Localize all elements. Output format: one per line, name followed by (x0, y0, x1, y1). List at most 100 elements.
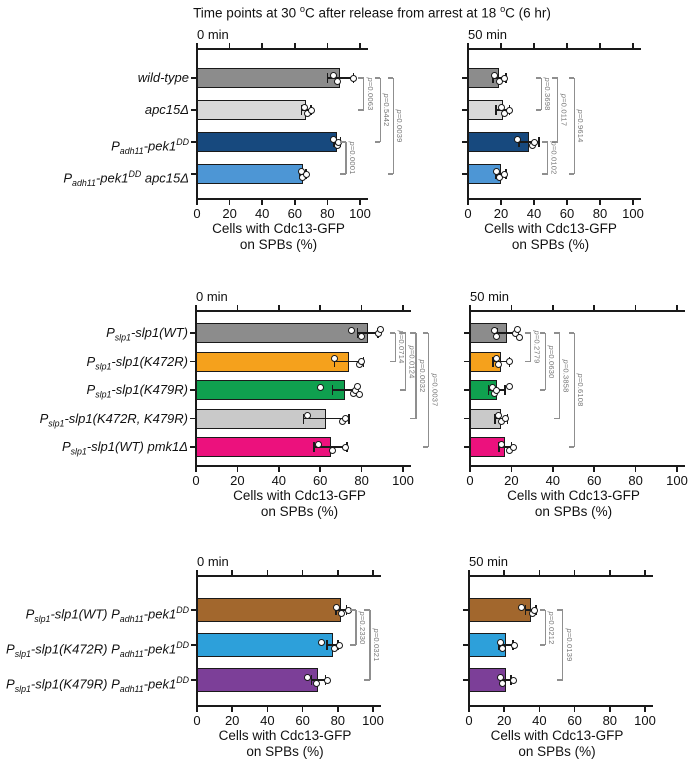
data-point (505, 382, 513, 390)
data-point (336, 641, 344, 649)
p-value-label: p=0.0630 (547, 344, 557, 379)
category-label: Pslp1-slp1(WT) pmk1Δ (61, 439, 188, 457)
x-tick-top (231, 570, 233, 575)
error-bar-line (332, 389, 358, 391)
significance-bracket-line (562, 610, 564, 680)
bar (197, 668, 319, 692)
p-value-label: p=0.0212 (547, 610, 557, 645)
p-value-label: p=0.0124 (407, 344, 417, 379)
x-tick-top (593, 305, 595, 310)
x-axis-title-line2: on SPBs (%) (260, 504, 339, 519)
top-spine (468, 48, 641, 50)
significance-bracket-line (363, 78, 365, 110)
significance-bracket-line (547, 142, 549, 174)
significance-bracket-arm (554, 417, 560, 420)
significance-bracket-line (379, 78, 381, 142)
bottom-spine (470, 465, 685, 467)
category-label: Pslp1-slp1(WT) Padh11-pek1DD (25, 605, 189, 624)
significance-bracket-line (544, 333, 546, 390)
bar (197, 100, 307, 120)
significance-bracket-arm (350, 644, 356, 646)
x-tick-top (228, 43, 231, 48)
data-point (333, 77, 341, 85)
bottom-spine (469, 705, 653, 707)
error-bar-cap (492, 356, 494, 367)
x-tick-label: 60 (586, 473, 602, 488)
top-spine (196, 310, 411, 312)
significance-bracket-line (405, 333, 407, 390)
panel-title: 0 min (197, 27, 229, 42)
x-tick (510, 466, 513, 472)
data-point (304, 412, 312, 419)
x-tick-top (195, 305, 197, 310)
x-tick-top (294, 43, 296, 48)
significance-bracket-line (544, 610, 546, 645)
category-label: Padh11-pek1DD apc15Δ (63, 169, 189, 188)
category-tick (191, 173, 197, 175)
significance-bracket-arm (539, 644, 546, 646)
category-tick (464, 332, 470, 334)
x-tick-top (372, 570, 374, 575)
data-point (501, 415, 509, 422)
left-spine (196, 48, 198, 200)
x-axis-title-line2: on SPBs (%) (246, 744, 324, 759)
data-point (349, 74, 357, 82)
x-axis-title-line1: Cells with Cdc13-GFP (233, 488, 366, 503)
x-tick-top (467, 43, 469, 48)
p-value-label: p=0.0102 (549, 141, 559, 175)
category-tick (191, 609, 197, 611)
data-point (330, 71, 338, 79)
data-point (314, 440, 322, 448)
significance-bracket-arm (410, 332, 416, 334)
x-tick (552, 466, 554, 472)
x-tick (337, 706, 339, 712)
x-tick-label: 100 (634, 713, 656, 728)
x-tick-label: 100 (666, 473, 688, 488)
significance-bracket-arm (387, 173, 394, 175)
x-axis-title-line2: on SPBs (%) (518, 744, 596, 759)
significance-bracket-arm (340, 173, 346, 175)
category-tick (464, 417, 470, 420)
bar (196, 351, 350, 372)
significance-bracket-arm (525, 332, 531, 334)
x-tick (231, 706, 233, 712)
p-value-label: p=0.3858 (561, 359, 571, 393)
data-point (493, 332, 501, 340)
x-tick (533, 199, 535, 205)
significance-bracket-arm (557, 679, 563, 681)
error-bar-line (496, 332, 518, 334)
significance-bracket-arm (358, 77, 364, 79)
x-tick-top (468, 570, 470, 575)
x-tick (196, 199, 198, 205)
x-tick-label: 20 (230, 473, 245, 488)
x-tick (301, 706, 304, 712)
panel-title: 0 min (196, 289, 228, 304)
data-point (514, 135, 521, 143)
top-spine (470, 310, 685, 312)
x-tick-top (469, 305, 471, 310)
significance-bracket-arm (568, 77, 575, 79)
x-tick-label: 60 (287, 206, 303, 221)
x-tick-label: 80 (354, 473, 369, 488)
bar (197, 598, 342, 622)
significance-bracket-arm (422, 446, 429, 448)
x-tick-label: 60 (312, 473, 328, 488)
data-point (376, 325, 384, 333)
data-point (505, 358, 513, 365)
x-tick-label: 0 (193, 713, 201, 728)
data-point (492, 167, 500, 175)
x-tick (469, 466, 471, 472)
x-tick-top (676, 305, 678, 310)
category-label: wild-type (137, 70, 189, 85)
x-tick (359, 199, 361, 205)
x-tick-top (632, 43, 634, 48)
significance-bracket-arm (410, 417, 416, 420)
x-tick-label: 80 (320, 206, 335, 221)
significance-bracket-arm (568, 446, 574, 448)
error-bar-cap (326, 73, 329, 83)
p-value-label: p=0.0039 (395, 109, 405, 143)
p-value-label: p=0.5442 (382, 93, 392, 127)
x-tick-top (337, 570, 339, 575)
x-tick-label: 60 (567, 713, 582, 728)
significance-bracket-line (573, 333, 575, 447)
